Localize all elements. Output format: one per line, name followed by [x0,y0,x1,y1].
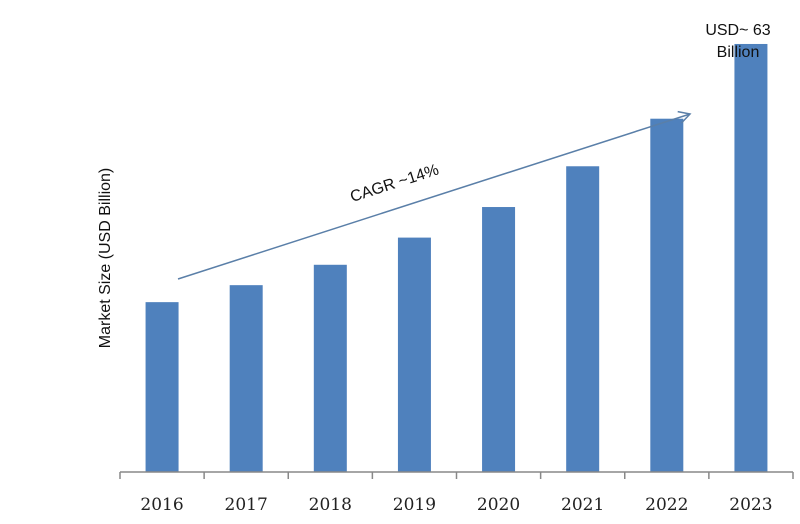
final-value-callout-line1: USD~ 63 [705,22,770,39]
bar-2022 [650,118,684,473]
cagr-trend-arrow [177,110,692,280]
y-axis-label: Market Size (USD Billion) [97,168,114,348]
x-tick-label-2019: 2019 [393,495,436,515]
bar-2020 [482,207,516,472]
bar-2019 [397,237,431,472]
x-tick-label-2020: 2020 [477,495,520,515]
x-tick-label-2023: 2023 [729,495,772,515]
x-tick-label-2016: 2016 [140,495,183,515]
bar-2016 [145,302,179,472]
x-tick-label-2022: 2022 [645,495,688,515]
x-tick-label-2021: 2021 [561,495,604,515]
x-tick-label-2018: 2018 [309,495,352,515]
bar-2017 [229,285,263,472]
bar-2021 [566,166,600,472]
final-value-callout-line2: Billion [717,44,760,61]
x-tick-marks [119,472,794,479]
x-tick-label-2017: 2017 [225,495,268,515]
bars-group [145,43,768,473]
bar-2023 [734,43,768,473]
bar-2018 [313,264,347,472]
x-tick-labels: 2016 2017 2018 2019 2020 2021 2022 2023 [140,495,772,515]
